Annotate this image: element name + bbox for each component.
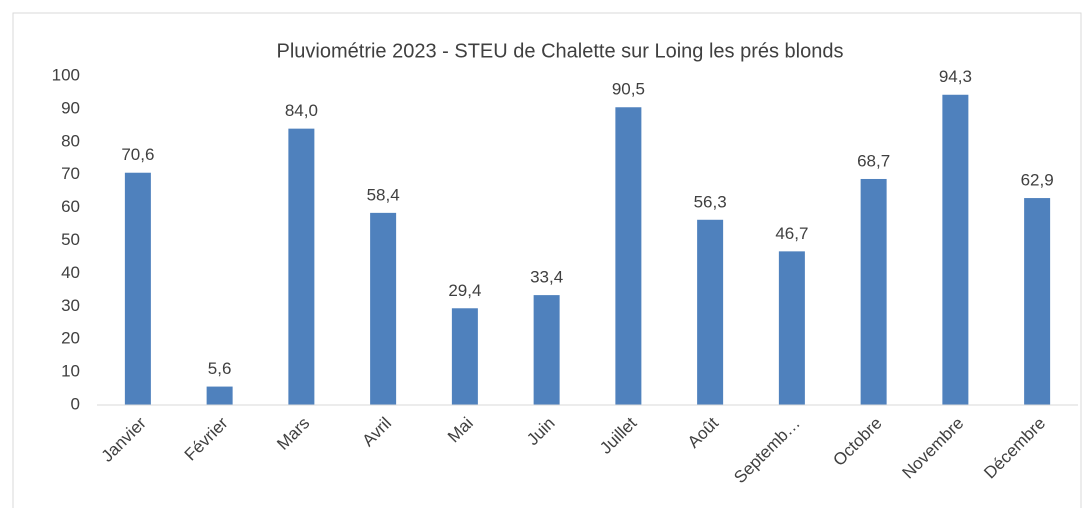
y-tick-label: 10 xyxy=(61,362,80,381)
bar xyxy=(370,212,397,405)
value-label: 58,4 xyxy=(367,185,400,204)
value-label: 90,5 xyxy=(612,80,645,99)
y-tick-label: 80 xyxy=(61,131,80,150)
value-label: 46,7 xyxy=(775,224,808,243)
chart-border xyxy=(12,12,1082,508)
value-label: 94,3 xyxy=(939,67,972,86)
y-tick-label: 70 xyxy=(61,164,80,183)
bar xyxy=(778,251,805,405)
value-label: 84,0 xyxy=(285,101,318,120)
value-label: 68,7 xyxy=(857,151,890,170)
y-tick-label: 40 xyxy=(61,263,80,282)
y-tick-label: 100 xyxy=(52,65,80,84)
bar xyxy=(1024,198,1051,405)
bar xyxy=(697,219,724,405)
chart-title: Pluviométrie 2023 - STEU de Chalette sur… xyxy=(277,40,844,62)
value-label: 29,4 xyxy=(448,281,481,300)
value-label: 5,6 xyxy=(208,359,232,378)
value-label: 33,4 xyxy=(530,268,563,287)
bar xyxy=(615,107,642,405)
value-label: 56,3 xyxy=(694,192,727,211)
bar xyxy=(206,386,233,405)
y-tick-label: 20 xyxy=(61,329,80,348)
y-tick-label: 0 xyxy=(71,394,80,413)
bar xyxy=(860,178,887,405)
y-tick-label: 30 xyxy=(61,296,80,315)
bar xyxy=(942,94,969,406)
bar xyxy=(533,295,560,405)
y-tick-label: 90 xyxy=(61,98,80,117)
bar xyxy=(124,172,151,405)
value-label: 62,9 xyxy=(1021,171,1054,190)
y-tick-label: 50 xyxy=(61,230,80,249)
bar xyxy=(451,308,478,405)
value-label: 70,6 xyxy=(121,145,154,164)
y-tick-label: 60 xyxy=(61,197,80,216)
bar xyxy=(288,128,315,405)
